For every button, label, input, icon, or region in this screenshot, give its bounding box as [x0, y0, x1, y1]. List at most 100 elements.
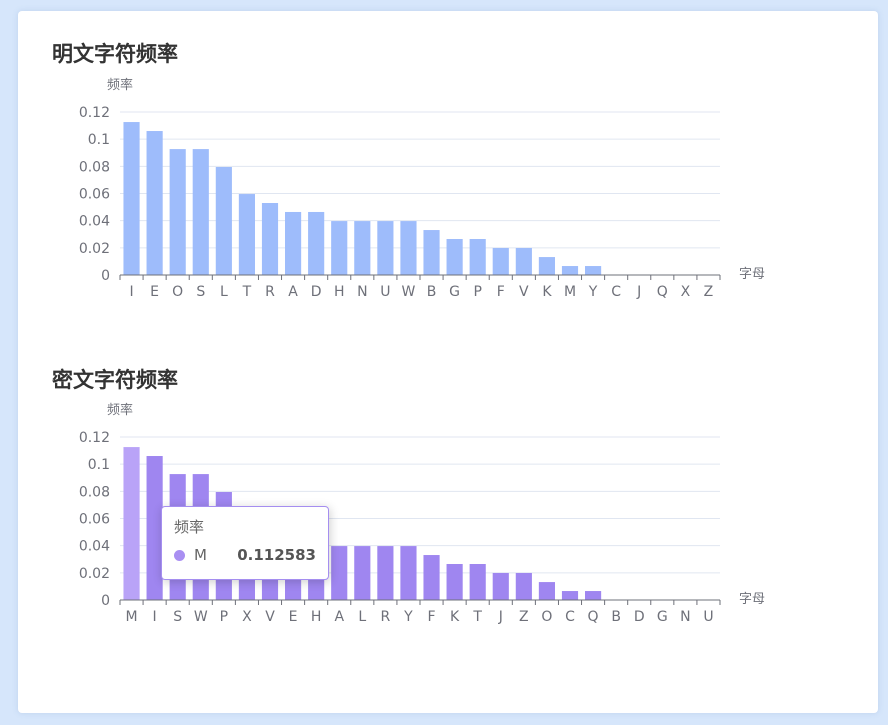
chart-tooltip: 频率 M 0.112583 [161, 506, 329, 580]
bar-L [354, 546, 371, 600]
y-tick-label: 0.04 [79, 539, 110, 555]
x-tick-label: W [402, 284, 416, 300]
bar-J [492, 572, 509, 600]
tooltip-title: 频率 [174, 518, 205, 536]
x-tick-label: N [357, 284, 367, 300]
x-tick-label: M [564, 284, 576, 300]
y-tick-label: 0.08 [79, 159, 110, 175]
x-tick-label: M [125, 609, 137, 625]
x-tick-label: P [473, 284, 481, 300]
x-tick-label: C [611, 284, 621, 300]
x-tick-label: O [541, 609, 552, 625]
y-tick-label: 0.06 [79, 187, 110, 203]
bar-R [377, 546, 394, 600]
x-tick-label: F [428, 609, 436, 625]
bar-B [423, 230, 440, 275]
bar-A [331, 546, 348, 600]
x-axis-label: 字母 [739, 592, 765, 607]
x-tick-label: B [611, 609, 621, 625]
bar-A [285, 211, 302, 275]
y-tick-label: 0 [101, 593, 110, 609]
bar-E [146, 131, 163, 275]
y-tick-label: 0.12 [79, 105, 110, 121]
x-tick-label: D [634, 609, 645, 625]
x-tick-label: J [636, 284, 641, 300]
y-tick-label: 0 [101, 268, 110, 284]
y-tick-label: 0.1 [88, 457, 110, 473]
x-tick-label: N [680, 609, 690, 625]
x-tick-label: H [334, 284, 345, 300]
bar-L [215, 167, 232, 275]
x-tick-label: Q [657, 284, 668, 300]
x-tick-label: X [242, 609, 252, 625]
y-axis-label: 频率 [107, 77, 133, 93]
x-tick-label: R [265, 284, 275, 300]
x-tick-label: Z [519, 609, 529, 625]
bar-O [538, 582, 555, 600]
ciphertext-chart-title: 密文字符频率 [52, 368, 178, 392]
bar-R [261, 203, 279, 275]
x-tick-label: Y [588, 284, 598, 300]
y-tick-label: 0.04 [79, 214, 110, 230]
tooltip-series-name: M [194, 546, 207, 564]
bar-M [561, 266, 579, 275]
x-tick-label: H [311, 609, 322, 625]
x-tick-label: J [498, 609, 503, 625]
bar-V [515, 247, 532, 275]
x-tick-label: L [358, 609, 366, 625]
x-tick-label: X [681, 284, 691, 300]
bar-U [377, 221, 394, 275]
x-tick-label: Z [704, 284, 714, 300]
plaintext-chart-title: 明文字符频率 [52, 42, 178, 66]
x-tick-label: Y [403, 609, 413, 625]
bar-K [538, 257, 555, 275]
y-tick-label: 0.08 [79, 484, 110, 500]
bar-C [561, 591, 579, 600]
tooltip-value: 0.112583 [237, 546, 316, 564]
bar-S [192, 149, 209, 275]
bar-Q [585, 591, 602, 600]
x-tick-label: B [427, 284, 437, 300]
y-tick-label: 0.02 [79, 566, 110, 582]
tooltip-row: M 0.112583 [174, 545, 316, 565]
y-tick-label: 0.02 [79, 241, 110, 257]
x-tick-label: O [172, 284, 183, 300]
bar-F [423, 555, 440, 600]
bar-D [308, 211, 325, 275]
x-tick-label: U [703, 609, 713, 625]
x-tick-label: K [450, 609, 460, 625]
x-tick-label: V [265, 609, 275, 625]
x-tick-label: R [381, 609, 391, 625]
x-tick-label: E [289, 609, 298, 625]
x-tick-label: C [565, 609, 575, 625]
bar-Y [585, 266, 602, 275]
x-tick-label: L [220, 284, 228, 300]
x-tick-label: I [153, 609, 157, 625]
bar-Y [400, 546, 417, 600]
bar-M [123, 447, 140, 600]
bar-T [469, 564, 486, 600]
y-axis-label: 频率 [107, 402, 133, 418]
bar-G [446, 239, 463, 275]
series-marker-icon [174, 549, 185, 561]
plaintext-frequency-chart[interactable]: 0 0.02 0.04 0.06 0.08 0.1 0.12 频率 I E O S L T R A D H N U W B… [0, 70, 888, 350]
x-tick-label: F [497, 284, 505, 300]
x-tick-label: A [288, 284, 298, 300]
x-tick-label: S [173, 609, 182, 625]
bar-T [238, 194, 255, 275]
x-tick-label: I [129, 284, 133, 300]
x-tick-label: G [449, 284, 460, 300]
bar-W [400, 221, 417, 275]
x-tick-label: S [196, 284, 205, 300]
bar-Z [515, 572, 532, 600]
x-axis-label: 字母 [739, 267, 765, 282]
bar-K [446, 564, 463, 600]
x-tick-label: E [150, 284, 159, 300]
x-tick-label: A [334, 609, 344, 625]
x-tick-label: T [242, 284, 252, 300]
bar-I [146, 456, 163, 600]
x-tick-label: W [194, 609, 208, 625]
bar-N [354, 221, 371, 275]
x-tick-label: Q [588, 609, 599, 625]
